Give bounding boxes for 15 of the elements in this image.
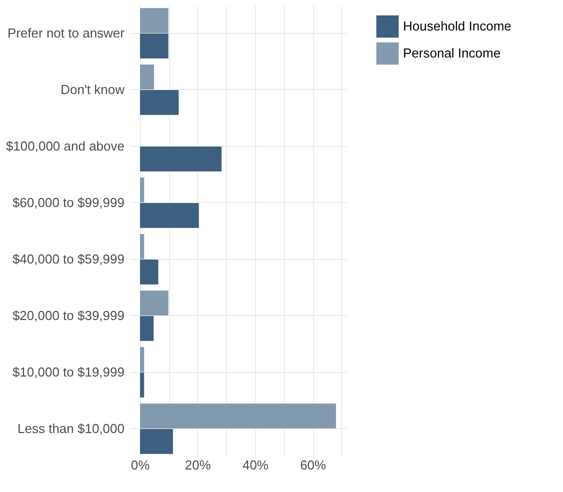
- y-tick-label: $10,000 to $19,999: [12, 364, 124, 380]
- x-tick-label: 60%: [300, 458, 327, 472]
- legend-label: Household Income: [403, 18, 512, 34]
- y-tick-label: $100,000 and above: [6, 138, 124, 154]
- y-tick-label: Prefer not to answer: [7, 25, 126, 40]
- y-tick-label: $40,000 to $59,999: [12, 251, 124, 266]
- y-tick-label: Don't know: [60, 82, 126, 97]
- x-tick-label: 20%: [184, 458, 212, 472]
- x-tick-label: 40%: [242, 458, 269, 472]
- y-tick-label: $20,000 to $39,999: [12, 308, 124, 323]
- legend-label: Personal Income: [403, 46, 501, 60]
- y-tick-label: $60,000 to $99,999: [12, 194, 124, 210]
- y-tick-label: Less than $10,000: [18, 420, 124, 436]
- x-tick-label: 0%: [130, 458, 150, 472]
- bar: [140, 146, 222, 172]
